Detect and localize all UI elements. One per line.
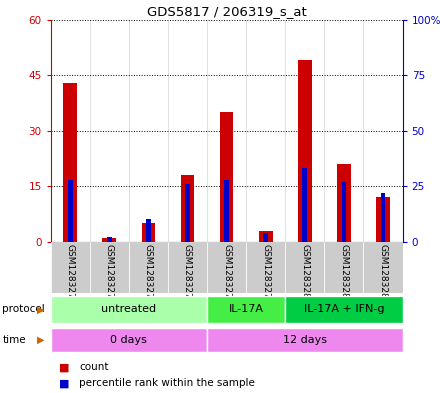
Text: percentile rank within the sample: percentile rank within the sample — [79, 378, 255, 388]
Bar — [285, 296, 403, 323]
Bar — [51, 242, 90, 293]
Text: GSM1283279: GSM1283279 — [261, 244, 270, 305]
Text: IL-17A + IFN-g: IL-17A + IFN-g — [304, 305, 384, 314]
Bar — [107, 237, 112, 242]
Bar — [142, 223, 155, 242]
Text: GSM1283278: GSM1283278 — [222, 244, 231, 305]
Bar — [337, 164, 351, 242]
Bar — [285, 242, 324, 293]
Bar — [129, 242, 168, 293]
Bar — [168, 242, 207, 293]
Bar — [376, 197, 390, 242]
Text: untreated: untreated — [101, 305, 156, 314]
Text: 12 days: 12 days — [283, 335, 327, 345]
Text: ▶: ▶ — [37, 335, 45, 345]
Text: 0 days: 0 days — [110, 335, 147, 345]
Bar — [146, 219, 151, 242]
Text: protocol: protocol — [2, 305, 45, 314]
Bar — [103, 238, 116, 242]
Text: GSM1283281: GSM1283281 — [339, 244, 348, 305]
Text: GSM1283277: GSM1283277 — [183, 244, 192, 305]
Bar — [181, 175, 194, 242]
Text: GSM1283274: GSM1283274 — [66, 244, 75, 305]
Bar — [51, 296, 207, 323]
Bar — [68, 180, 73, 242]
Bar — [220, 112, 234, 242]
Text: IL-17A: IL-17A — [229, 305, 264, 314]
Bar — [207, 242, 246, 293]
Bar — [63, 83, 77, 242]
Text: GSM1283276: GSM1283276 — [144, 244, 153, 305]
Text: GSM1283282: GSM1283282 — [378, 244, 388, 305]
Bar — [259, 231, 272, 242]
Bar — [207, 296, 285, 323]
Bar — [246, 242, 285, 293]
Text: count: count — [79, 362, 109, 373]
Bar — [185, 184, 190, 242]
Bar — [264, 233, 268, 242]
Bar — [341, 182, 346, 242]
Bar — [224, 180, 229, 242]
Bar — [298, 61, 312, 242]
Title: GDS5817 / 206319_s_at: GDS5817 / 206319_s_at — [147, 6, 307, 18]
Bar — [51, 327, 207, 352]
Bar — [324, 242, 363, 293]
Bar — [363, 242, 403, 293]
Text: ▶: ▶ — [37, 305, 45, 314]
Bar — [90, 242, 129, 293]
Bar — [302, 169, 307, 242]
Bar — [207, 327, 403, 352]
Text: time: time — [2, 335, 26, 345]
Bar — [381, 193, 385, 242]
Text: ■: ■ — [59, 378, 70, 388]
Text: GSM1283280: GSM1283280 — [301, 244, 309, 305]
Text: GSM1283275: GSM1283275 — [105, 244, 114, 305]
Text: ■: ■ — [59, 362, 70, 373]
